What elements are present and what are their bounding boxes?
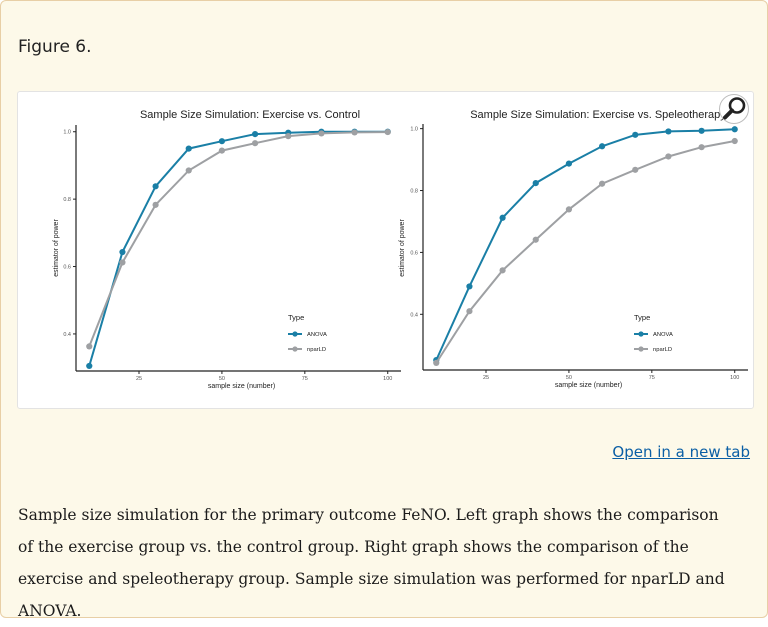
y-tick-label: 1.0 (63, 130, 71, 136)
chart-2-x-label: sample size (number) (555, 382, 622, 389)
x-tick-label: 50 (566, 375, 572, 381)
legend-key-point (292, 346, 298, 352)
data-point-nparLD (152, 201, 159, 208)
data-point-nparLD (218, 147, 226, 154)
data-point-ANOVA (185, 145, 192, 152)
x-tick-label: 50 (219, 376, 225, 382)
x-tick-label: 100 (730, 375, 739, 381)
y-tick-label: 0.4 (410, 312, 418, 318)
figure-image[interactable]: Sample Size Simulation: Exercise vs. Con… (17, 91, 754, 409)
y-tick-label: 0.8 (63, 197, 71, 203)
legend-label: nparLD (653, 347, 672, 353)
data-point-ANOVA (251, 130, 259, 138)
y-tick-label: 0.4 (63, 332, 71, 338)
legend-label: ANOVA (653, 332, 673, 338)
chart-1-x-label: sample size (number) (208, 383, 275, 390)
data-point-nparLD (384, 128, 391, 136)
data-point-nparLD (251, 140, 259, 147)
chart-2-title: Sample Size Simulation: Exercise vs. Spe… (470, 109, 726, 121)
data-point-nparLD (318, 130, 325, 137)
zoom-magnifier-icon[interactable] (718, 93, 750, 125)
data-point-nparLD (731, 137, 738, 145)
legend-key-point (638, 331, 644, 337)
data-point-nparLD (185, 167, 192, 174)
data-point-nparLD (433, 359, 440, 366)
x-tick-label: 100 (383, 376, 392, 382)
data-point-ANOVA (598, 143, 606, 150)
data-point-ANOVA (152, 183, 159, 190)
data-point-nparLD (499, 267, 506, 274)
series-line-ANOVA (88, 130, 388, 367)
legend-key-point (292, 331, 298, 337)
data-point-ANOVA (565, 160, 573, 167)
data-point-ANOVA (698, 127, 705, 134)
data-point-nparLD (86, 343, 93, 350)
y-tick-label: 1.0 (410, 127, 418, 133)
data-point-ANOVA (731, 126, 738, 133)
data-point-ANOVA (532, 180, 539, 187)
open-in-new-tab-link[interactable]: Open in a new tab (612, 443, 750, 461)
x-tick-label: 25 (136, 376, 142, 382)
series-line-nparLD (88, 131, 388, 347)
y-tick-label: 0.6 (63, 265, 71, 271)
figure-caption: Sample size simulation for the primary o… (18, 506, 725, 620)
x-tick-label: 75 (302, 376, 308, 382)
y-tick-label: 0.6 (410, 250, 418, 256)
data-point-nparLD (565, 206, 573, 213)
data-point-ANOVA (119, 248, 126, 256)
data-point-nparLD (532, 236, 539, 243)
data-point-nparLD (698, 144, 705, 151)
data-point-ANOVA (499, 214, 506, 221)
data-point-nparLD (285, 133, 292, 140)
legend-key-point (638, 346, 644, 352)
magnifier-icon (719, 94, 749, 124)
data-point-nparLD (119, 259, 126, 266)
y-tick-label: 0.8 (410, 189, 418, 195)
data-point-ANOVA (86, 362, 93, 370)
chart-2-y-label: estimator of power (399, 219, 406, 277)
data-point-ANOVA (632, 131, 639, 138)
x-tick-label: 75 (649, 375, 655, 381)
data-point-ANOVA (466, 283, 473, 290)
data-point-ANOVA (665, 128, 672, 135)
data-point-nparLD (665, 153, 672, 160)
legend-label: ANOVA (307, 332, 327, 338)
figure-label: Figure 6. (18, 37, 92, 57)
data-point-nparLD (466, 308, 473, 315)
chart-1-title: Sample Size Simulation: Exercise vs. Con… (140, 109, 360, 121)
data-point-ANOVA (218, 138, 226, 145)
x-tick-label: 25 (483, 375, 489, 381)
series-line-ANOVA (435, 128, 735, 361)
data-point-nparLD (598, 180, 606, 187)
data-point-nparLD (632, 166, 639, 173)
series-line-nparLD (435, 140, 735, 364)
data-point-nparLD (351, 129, 358, 136)
chart-1-y-label: estimator of power (53, 219, 60, 277)
legend-label: nparLD (307, 347, 326, 353)
legend-title: Type (634, 313, 650, 322)
legend-title: Type (288, 313, 304, 322)
figure-charts: Sample Size Simulation: Exercise vs. Con… (53, 109, 748, 390)
